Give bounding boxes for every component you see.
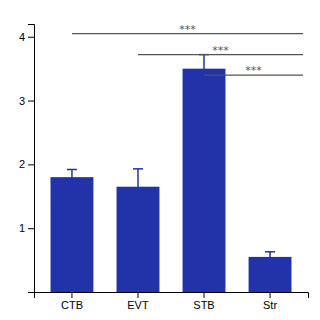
y-tick: 4	[19, 31, 34, 43]
error-bar-stem	[203, 55, 205, 83]
significance-labels: *** *** ***	[179, 23, 262, 77]
x-tick-mark	[204, 292, 205, 298]
error-bar	[265, 252, 275, 262]
y-tick: 1	[19, 222, 34, 234]
x-tick-label: STB	[193, 299, 214, 311]
marks	[51, 34, 304, 292]
error-bar	[133, 169, 143, 205]
significance-lines	[72, 34, 303, 75]
y-tick: 3	[19, 95, 34, 107]
error-bar	[67, 169, 77, 184]
error-bar-cap	[199, 82, 209, 84]
y-axis: 1 2 3 4	[19, 25, 35, 293]
x-tick-label: Str	[263, 299, 277, 311]
error-bar-cap	[133, 168, 143, 170]
x-tick-mark	[71, 292, 72, 298]
x-axis: CTB EVT STB Str	[35, 292, 309, 311]
y-tick-label: 1	[19, 222, 25, 234]
chart: 1 2 3 4 CTB EVT STB Str *** *** ***	[0, 0, 320, 320]
x-tick: STB	[193, 292, 214, 311]
x-tick-mark	[137, 292, 138, 298]
error-bar-cap	[67, 184, 77, 186]
error-bar-cap	[133, 204, 143, 206]
x-tick-label: EVT	[127, 299, 149, 311]
significance-label: ***	[212, 44, 229, 57]
error-bar-cap	[265, 251, 275, 253]
error-bar-cap	[265, 261, 275, 263]
x-tick: CTB	[61, 292, 83, 311]
significance-label: ***	[179, 23, 196, 36]
y-tick: 2	[19, 158, 34, 170]
y-tick-label: 4	[19, 31, 25, 43]
y-axis-line	[28, 25, 35, 293]
y-tick-label: 3	[19, 95, 25, 107]
x-tick-mark	[270, 292, 271, 298]
y-tick-mark	[28, 101, 34, 102]
error-bar-stem	[137, 169, 139, 205]
bar	[51, 177, 94, 292]
y-tick-label: 2	[19, 158, 25, 170]
error-bar-stem	[71, 169, 73, 184]
plot: 1 2 3 4 CTB EVT STB Str *** *** ***	[19, 23, 309, 311]
y-tick-mark	[28, 37, 34, 38]
x-tick: EVT	[127, 292, 149, 311]
x-axis-line	[35, 293, 309, 299]
significance-label: ***	[245, 64, 262, 77]
bar	[249, 257, 292, 292]
error-bar-stem	[269, 252, 271, 262]
y-tick-mark	[28, 228, 34, 229]
error-bar	[199, 55, 209, 83]
error-bar-cap	[67, 169, 77, 171]
bar	[183, 69, 226, 292]
y-tick-mark	[28, 164, 34, 165]
x-tick-label: CTB	[61, 299, 83, 311]
x-tick: Str	[263, 292, 277, 311]
